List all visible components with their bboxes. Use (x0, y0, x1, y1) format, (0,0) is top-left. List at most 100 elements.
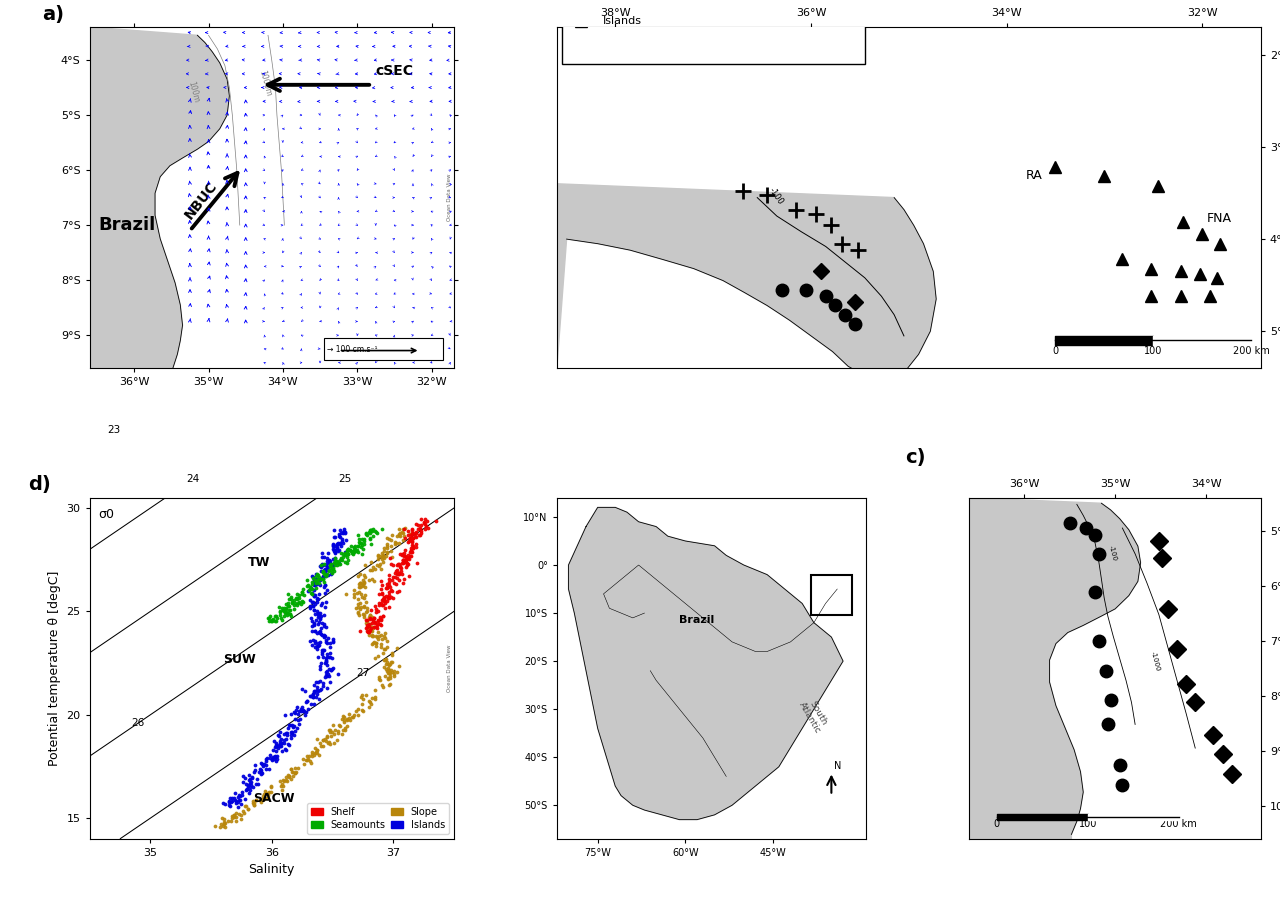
Point (236, 782, 256, 796)
Point (357, 604, 378, 619)
Point (260, 609, 280, 623)
Point (406, 516, 426, 530)
Point (392, 566, 412, 581)
Point (212, 796, 233, 810)
Point (396, 520, 416, 535)
Text: SUW: SUW (223, 653, 256, 667)
Point (269, 729, 289, 743)
Point (365, 612, 385, 626)
Point (374, 594, 394, 608)
Point (270, 724, 291, 739)
Point (361, 603, 381, 617)
Point (316, 649, 337, 664)
Point (303, 615, 324, 630)
Point (319, 735, 339, 750)
Point (256, 786, 276, 800)
Point (344, 587, 365, 602)
Point (305, 748, 325, 762)
Point (342, 546, 362, 560)
Point (396, 549, 416, 564)
Point (292, 752, 312, 767)
Point (369, 670, 389, 685)
Point (383, 591, 403, 605)
Point (315, 656, 335, 670)
Point (356, 612, 376, 627)
Point (346, 704, 366, 718)
Point (357, 623, 378, 638)
Point (362, 616, 383, 630)
Point (370, 612, 390, 627)
Point (316, 550, 337, 565)
Text: 25: 25 (338, 474, 351, 484)
Text: 26: 26 (132, 718, 145, 728)
Point (334, 713, 355, 727)
Point (335, 545, 356, 559)
Point (362, 624, 383, 639)
Point (233, 769, 253, 784)
Point (224, 807, 244, 822)
Point (324, 530, 344, 545)
Point (379, 575, 399, 589)
Point (361, 571, 381, 585)
Point (274, 742, 294, 757)
Point (308, 615, 329, 630)
Point (215, 820, 236, 834)
Point (387, 563, 407, 577)
Point (365, 599, 385, 613)
Point (351, 575, 371, 590)
Point (360, 563, 380, 577)
Point (303, 589, 324, 603)
Point (361, 523, 381, 538)
Point (218, 814, 238, 828)
Point (302, 749, 323, 763)
Point (367, 603, 388, 618)
Point (381, 646, 402, 660)
Point (384, 535, 404, 549)
Point (360, 526, 380, 540)
Point (370, 612, 390, 626)
Point (308, 592, 329, 606)
Point (280, 762, 301, 777)
Point (323, 538, 343, 552)
Point (314, 617, 334, 631)
Point (333, 526, 353, 540)
Point (317, 560, 338, 575)
Point (372, 632, 393, 647)
Point (221, 810, 242, 824)
Point (287, 721, 307, 735)
Point (296, 705, 316, 720)
Point (270, 611, 291, 625)
Point (381, 655, 402, 669)
Text: 200 km: 200 km (1233, 346, 1270, 356)
Point (303, 573, 324, 587)
Point (348, 605, 369, 620)
Point (393, 553, 413, 567)
Point (314, 572, 334, 586)
Point (260, 751, 280, 766)
Point (307, 746, 328, 760)
Point (316, 635, 337, 649)
Point (415, 517, 435, 531)
Point (274, 609, 294, 623)
Point (393, 549, 413, 564)
Point (332, 727, 352, 741)
Point (369, 672, 389, 686)
Point (348, 600, 369, 614)
Point (278, 592, 298, 606)
Point (330, 530, 351, 545)
Point (271, 743, 292, 758)
Point (332, 550, 352, 565)
Point (305, 634, 325, 649)
Point (310, 573, 330, 587)
Point (340, 713, 361, 727)
Point (271, 601, 292, 615)
Point (280, 609, 301, 623)
Point (329, 538, 349, 552)
Point (320, 646, 340, 660)
Point (306, 689, 326, 704)
Point (288, 596, 308, 611)
Point (316, 632, 337, 647)
Point (401, 531, 421, 546)
Point (337, 719, 357, 733)
Point (401, 545, 421, 559)
